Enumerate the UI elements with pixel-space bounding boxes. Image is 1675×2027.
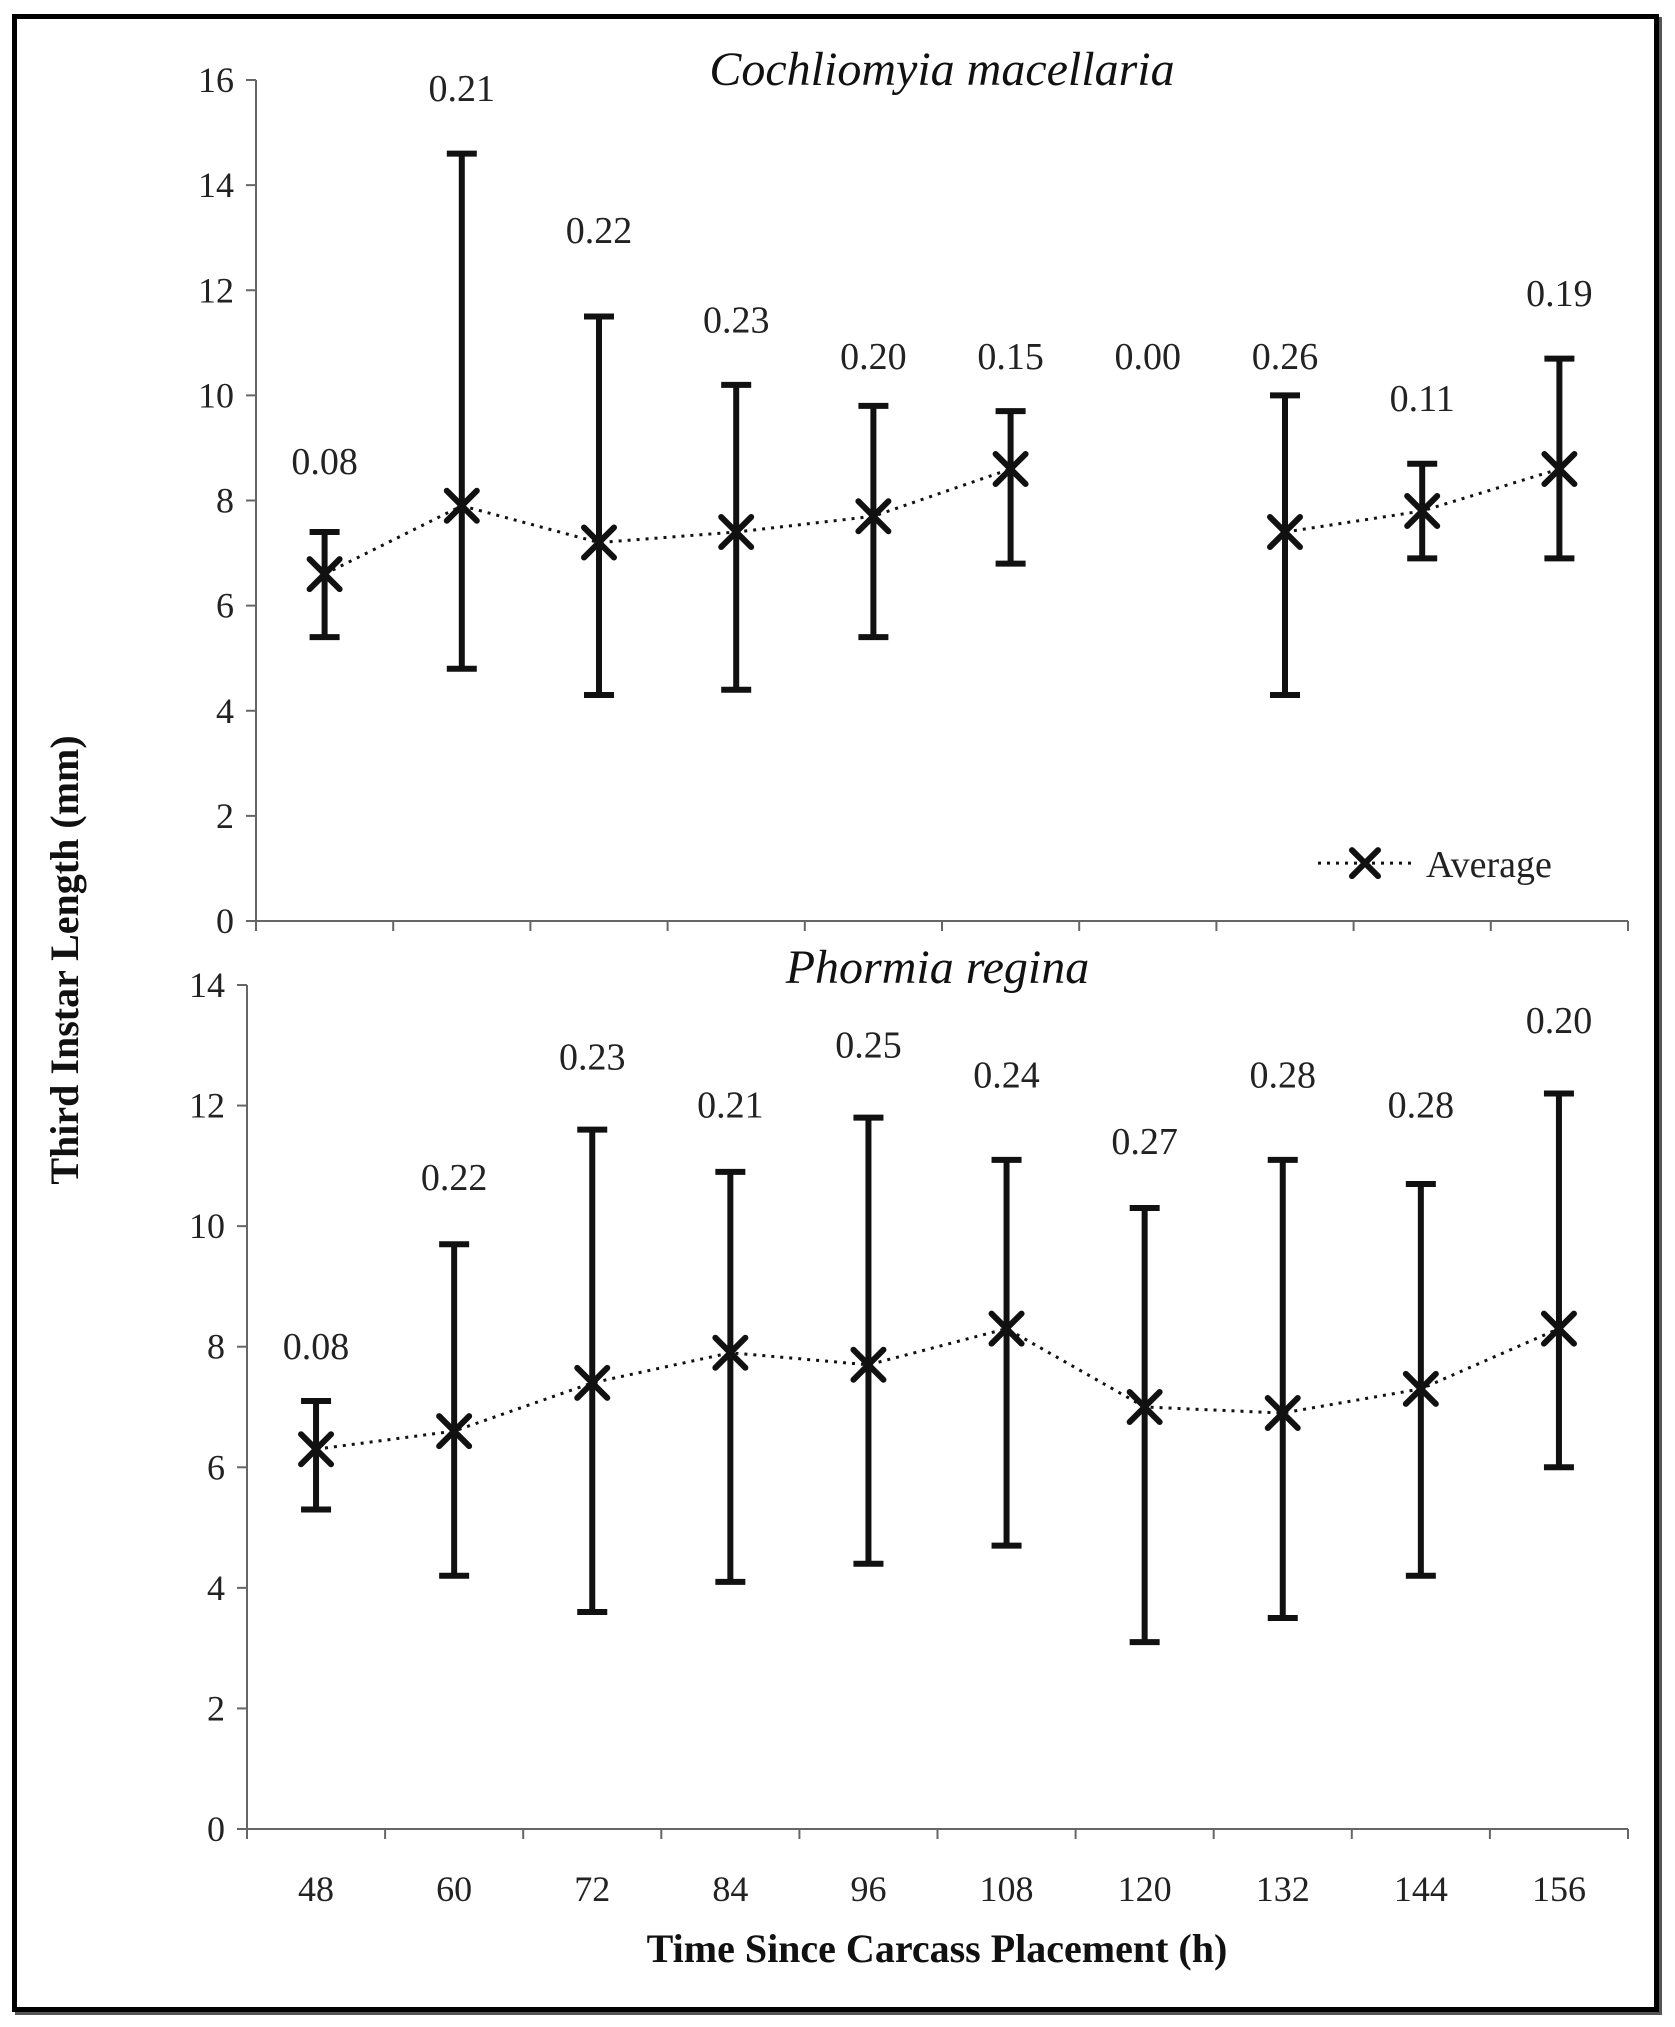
data-label: 0.28 (1388, 1085, 1455, 1127)
data-label: 0.19 (1526, 273, 1593, 315)
data-point-marker (298, 1431, 335, 1468)
data-label: 0.20 (840, 336, 907, 378)
panel-cochliomyia: Cochliomyia macellaria 0 2 4 6 8 10 12 14 16 0.08 0… (198, 43, 1629, 941)
x-tick-label: 48 (298, 1869, 334, 1909)
legend-label: Average (1426, 844, 1552, 886)
y-tick-label: 10 (189, 1206, 225, 1246)
data-point-marker (855, 498, 892, 535)
data-label: 0.21 (697, 1085, 764, 1127)
y-tick-label: 14 (189, 965, 225, 1005)
data-label: 0.26 (1252, 336, 1319, 378)
data-label: 0.25 (835, 1024, 902, 1066)
marker-stroke (1126, 1389, 1163, 1425)
y-tick-label: 4 (216, 691, 234, 731)
x-tick-label: 60 (436, 1869, 472, 1909)
data-point-marker (436, 1413, 473, 1450)
data-point-marker (1264, 1395, 1301, 1432)
data-label: 0.00 (1115, 336, 1182, 378)
x-tick-label: 96 (850, 1869, 886, 1909)
data-point-marker (1540, 1310, 1577, 1347)
y-tick-label: 8 (216, 481, 234, 521)
marker-stroke (1540, 1310, 1577, 1347)
x-tick-label: 84 (712, 1869, 748, 1909)
marker-stroke (988, 1310, 1025, 1347)
y-tick-label: 8 (207, 1327, 225, 1367)
data-point-marker (718, 514, 755, 551)
y-tick-label: 2 (216, 796, 234, 836)
y-tick-label: 16 (198, 60, 234, 100)
data-label: 0.24 (973, 1054, 1040, 1096)
data-point-marker (581, 524, 617, 561)
data-point-marker (850, 1346, 887, 1383)
y-tick-label: 0 (216, 901, 234, 941)
marker-stroke (855, 498, 892, 535)
marker-stroke (1541, 450, 1578, 487)
data-label: 0.21 (429, 68, 496, 110)
data-label: 0.28 (1250, 1054, 1317, 1096)
marker-stroke (1404, 493, 1441, 530)
data-point-marker (306, 556, 343, 593)
data-label: 0.20 (1526, 1000, 1593, 1042)
panel-phormia: Phormia regina 0 2 4 6 8 10 12 14 48 60 72 84 96 108 12… (189, 941, 1629, 1909)
series-line (315, 1327, 1560, 1451)
data-label: 0.08 (283, 1326, 350, 1368)
marker-stroke (306, 556, 343, 593)
figure-frame (12, 14, 1659, 2012)
data-label: 0.27 (1111, 1121, 1178, 1163)
marker-stroke (850, 1346, 887, 1383)
y-tick-label: 2 (207, 1688, 225, 1728)
marker-stroke (1264, 1395, 1301, 1432)
x-tick-label: 156 (1532, 1869, 1586, 1909)
y-tick-label: 0 (207, 1809, 225, 1849)
y-tick-label: 12 (189, 1086, 225, 1126)
chart-title: Cochliomyia macellaria (709, 43, 1174, 96)
data-point-marker (1267, 514, 1303, 551)
data-point-marker (992, 450, 1029, 487)
x-tick-label: 132 (1256, 1869, 1310, 1909)
data-point-marker (1126, 1389, 1163, 1425)
series-line (323, 467, 1012, 576)
marker-stroke (581, 524, 617, 561)
y-tick-label: 14 (198, 165, 234, 205)
x-tick-label: 144 (1394, 1869, 1448, 1909)
data-point-marker (1541, 450, 1578, 487)
data-point-marker (712, 1334, 749, 1371)
y-tick-label: 6 (207, 1447, 225, 1487)
data-point-marker (988, 1310, 1025, 1347)
marker-stroke (436, 1413, 473, 1450)
data-label: 0.15 (977, 336, 1044, 378)
marker-stroke (1267, 514, 1303, 551)
data-label: 0.11 (1390, 378, 1455, 420)
x-tick-label: 108 (980, 1869, 1034, 1909)
marker-stroke (718, 514, 755, 551)
marker-stroke (298, 1431, 335, 1468)
marker-stroke (574, 1364, 611, 1401)
marker-stroke (712, 1334, 749, 1371)
data-point-marker (443, 487, 480, 524)
x-tick-label: 72 (574, 1869, 610, 1909)
y-tick-label: 12 (198, 270, 234, 310)
y-axis-title: Third Instar Length (mm) (42, 735, 87, 1184)
data-label: 0.22 (566, 210, 633, 252)
x-tick-label: 120 (1118, 1869, 1172, 1909)
data-label: 0.08 (291, 441, 358, 483)
legend: Average (1318, 844, 1552, 886)
data-point-marker (1404, 493, 1441, 530)
legend-marker (1349, 847, 1381, 880)
data-label: 0.23 (703, 299, 770, 341)
y-tick-label: 10 (198, 375, 234, 415)
data-label: 0.22 (421, 1157, 488, 1199)
marker-stroke (1402, 1370, 1439, 1407)
marker-stroke (443, 487, 480, 524)
chart-title: Phormia regina (785, 941, 1090, 994)
y-tick-label: 6 (216, 586, 234, 626)
data-point-marker (1402, 1370, 1439, 1407)
y-tick-label: 4 (207, 1568, 225, 1608)
marker-stroke (992, 450, 1029, 487)
data-label: 0.23 (559, 1036, 626, 1078)
x-axis-title: Time Since Carcass Placement (h) (647, 1926, 1228, 1971)
data-point-marker (574, 1364, 611, 1401)
series-line (1284, 467, 1560, 534)
